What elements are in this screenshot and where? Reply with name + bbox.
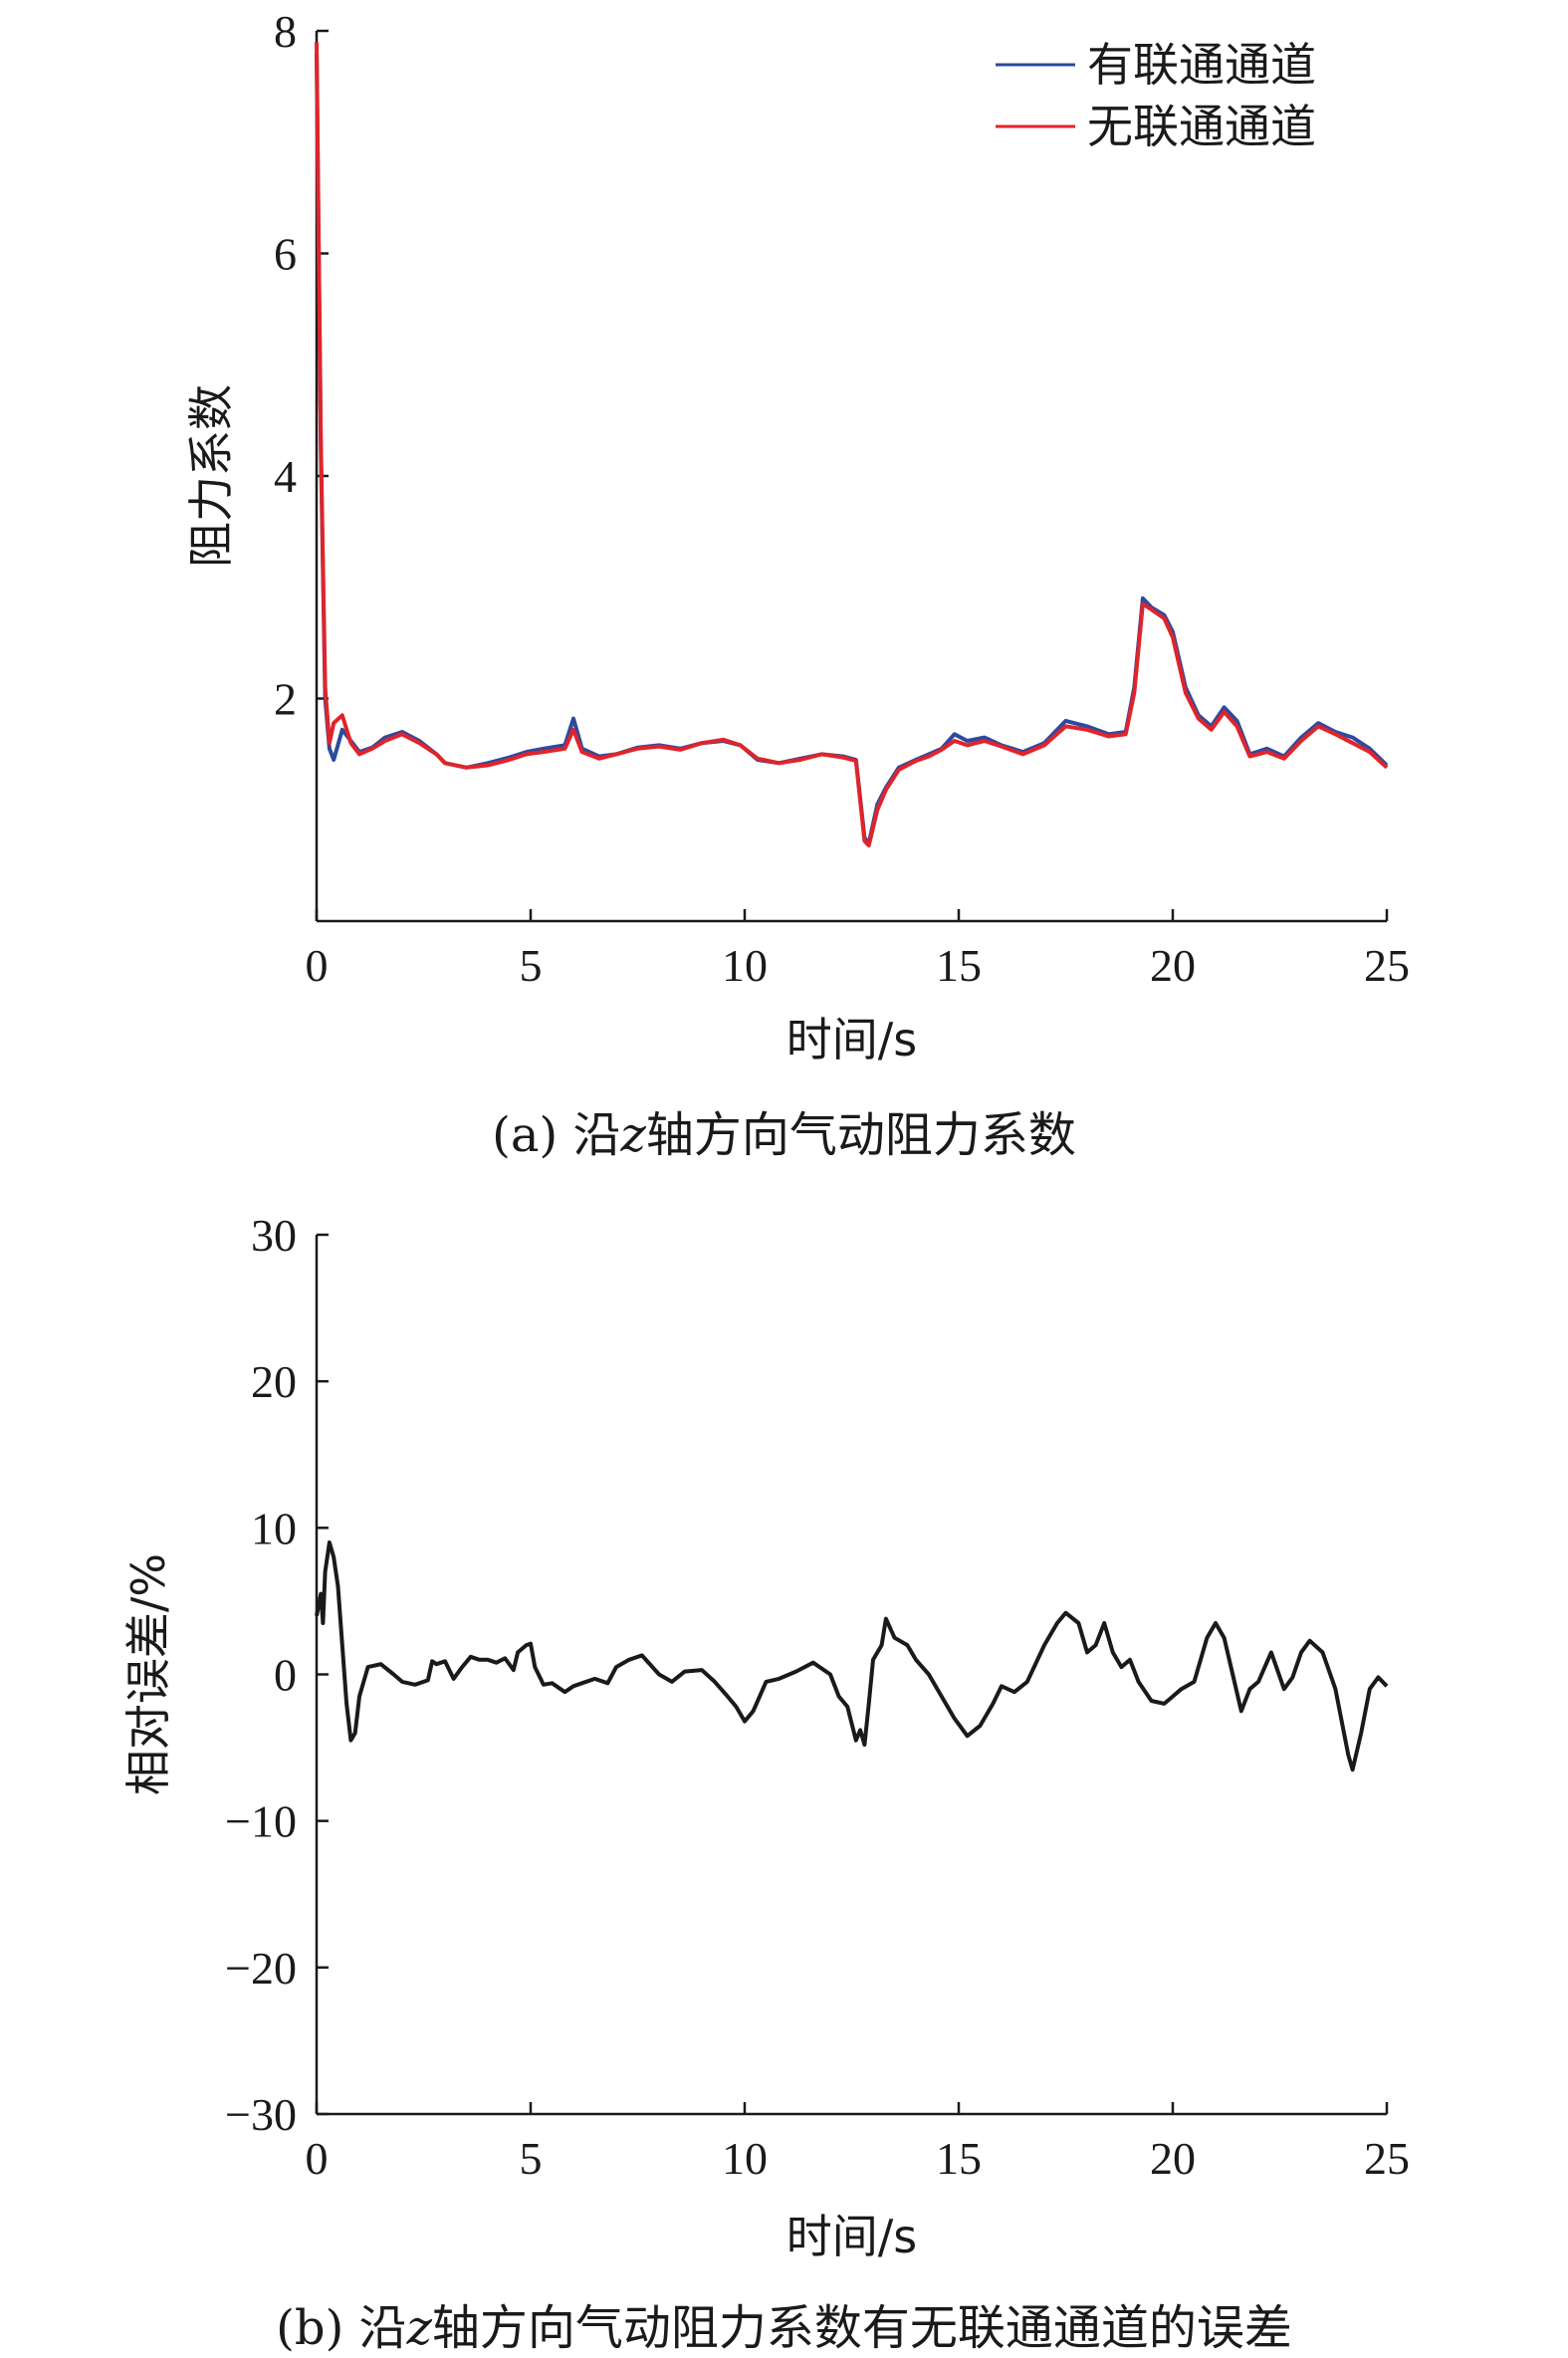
x-axis-label: 时间/s [786,2210,917,2263]
x-tick-label: 25 [1364,940,1410,991]
caption-b-axis: z [406,2300,432,2356]
x-tick-label: 0 [306,2133,329,2184]
y-tick-label: −20 [225,1943,297,1994]
legend-label: 有联通通道 [1087,38,1316,92]
caption-b-suffix: 轴方向气动阻力系数有无联通通道的误差 [431,2300,1292,2356]
series-line [315,1540,1389,1772]
series-line [315,53,1389,845]
x-tick-label: 10 [722,940,768,991]
x-tick-label: 25 [1364,2133,1410,2184]
x-tick-label: 15 [936,940,982,991]
caption-a-axis: z [620,1107,646,1163]
x-tick-label: 15 [936,2133,982,2184]
y-tick-label: 4 [274,451,297,502]
x-tick-label: 20 [1150,940,1196,991]
relative-error-chart: 0 5 10 15 20 25 −30 −20 −10 0 10 20 30 时间/s 相对误差/% [121,1210,1410,2263]
caption-b-prefix: (b) 沿 [276,2300,407,2356]
y-tick-label: 8 [274,6,297,57]
x-axis-label: 时间/s [786,1013,917,1066]
y-axis-label: 阻力系数 [184,384,238,568]
y-tick-label: −30 [225,2089,297,2140]
x-tick-label: 20 [1150,2133,1196,2184]
x-tick-label: 5 [520,940,543,991]
caption-a-suffix: 轴方向气动阻力系数 [645,1107,1076,1163]
legend-label: 无联通通道 [1087,100,1316,153]
caption-a: (a) 沿z轴方向气动阻力系数 [0,1095,1568,1165]
x-tick-label: 5 [520,2133,543,2184]
caption-b: (b) 沿z轴方向气动阻力系数有无联通通道的误差 [0,2288,1568,2358]
y-tick-label: 30 [251,1210,297,1261]
y-tick-label: 2 [274,674,297,725]
x-tick-label: 10 [722,2133,768,2184]
series-line [315,42,1389,847]
y-tick-label: 0 [274,1650,297,1701]
x-tick-label: 0 [306,940,329,991]
y-tick-label: 10 [251,1503,297,1553]
caption-a-prefix: (a) 沿 [492,1107,621,1163]
y-tick-label: 6 [274,229,297,280]
y-tick-label: −10 [225,1796,297,1847]
y-tick-label: 20 [251,1356,297,1407]
y-axis-label: 相对误差/% [121,1553,175,1795]
